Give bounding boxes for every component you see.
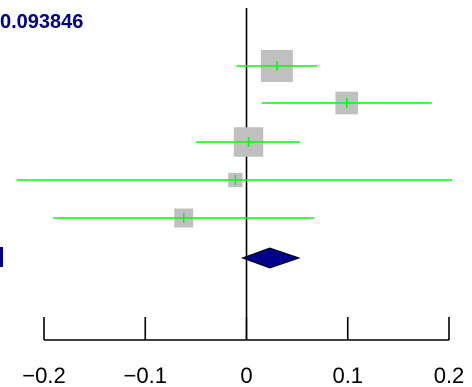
x-tick-label: 0 (240, 363, 252, 387)
x-tick-label: 0.1 (332, 363, 363, 387)
x-tick-label: −0.2 (22, 363, 65, 387)
summary-diamond (240, 247, 301, 269)
summary-label-mark (0, 247, 3, 267)
x-tick-label: 0.2 (434, 363, 465, 387)
x-tick-label: −0.1 (124, 363, 167, 387)
header-text: 0.093846 (0, 11, 84, 33)
